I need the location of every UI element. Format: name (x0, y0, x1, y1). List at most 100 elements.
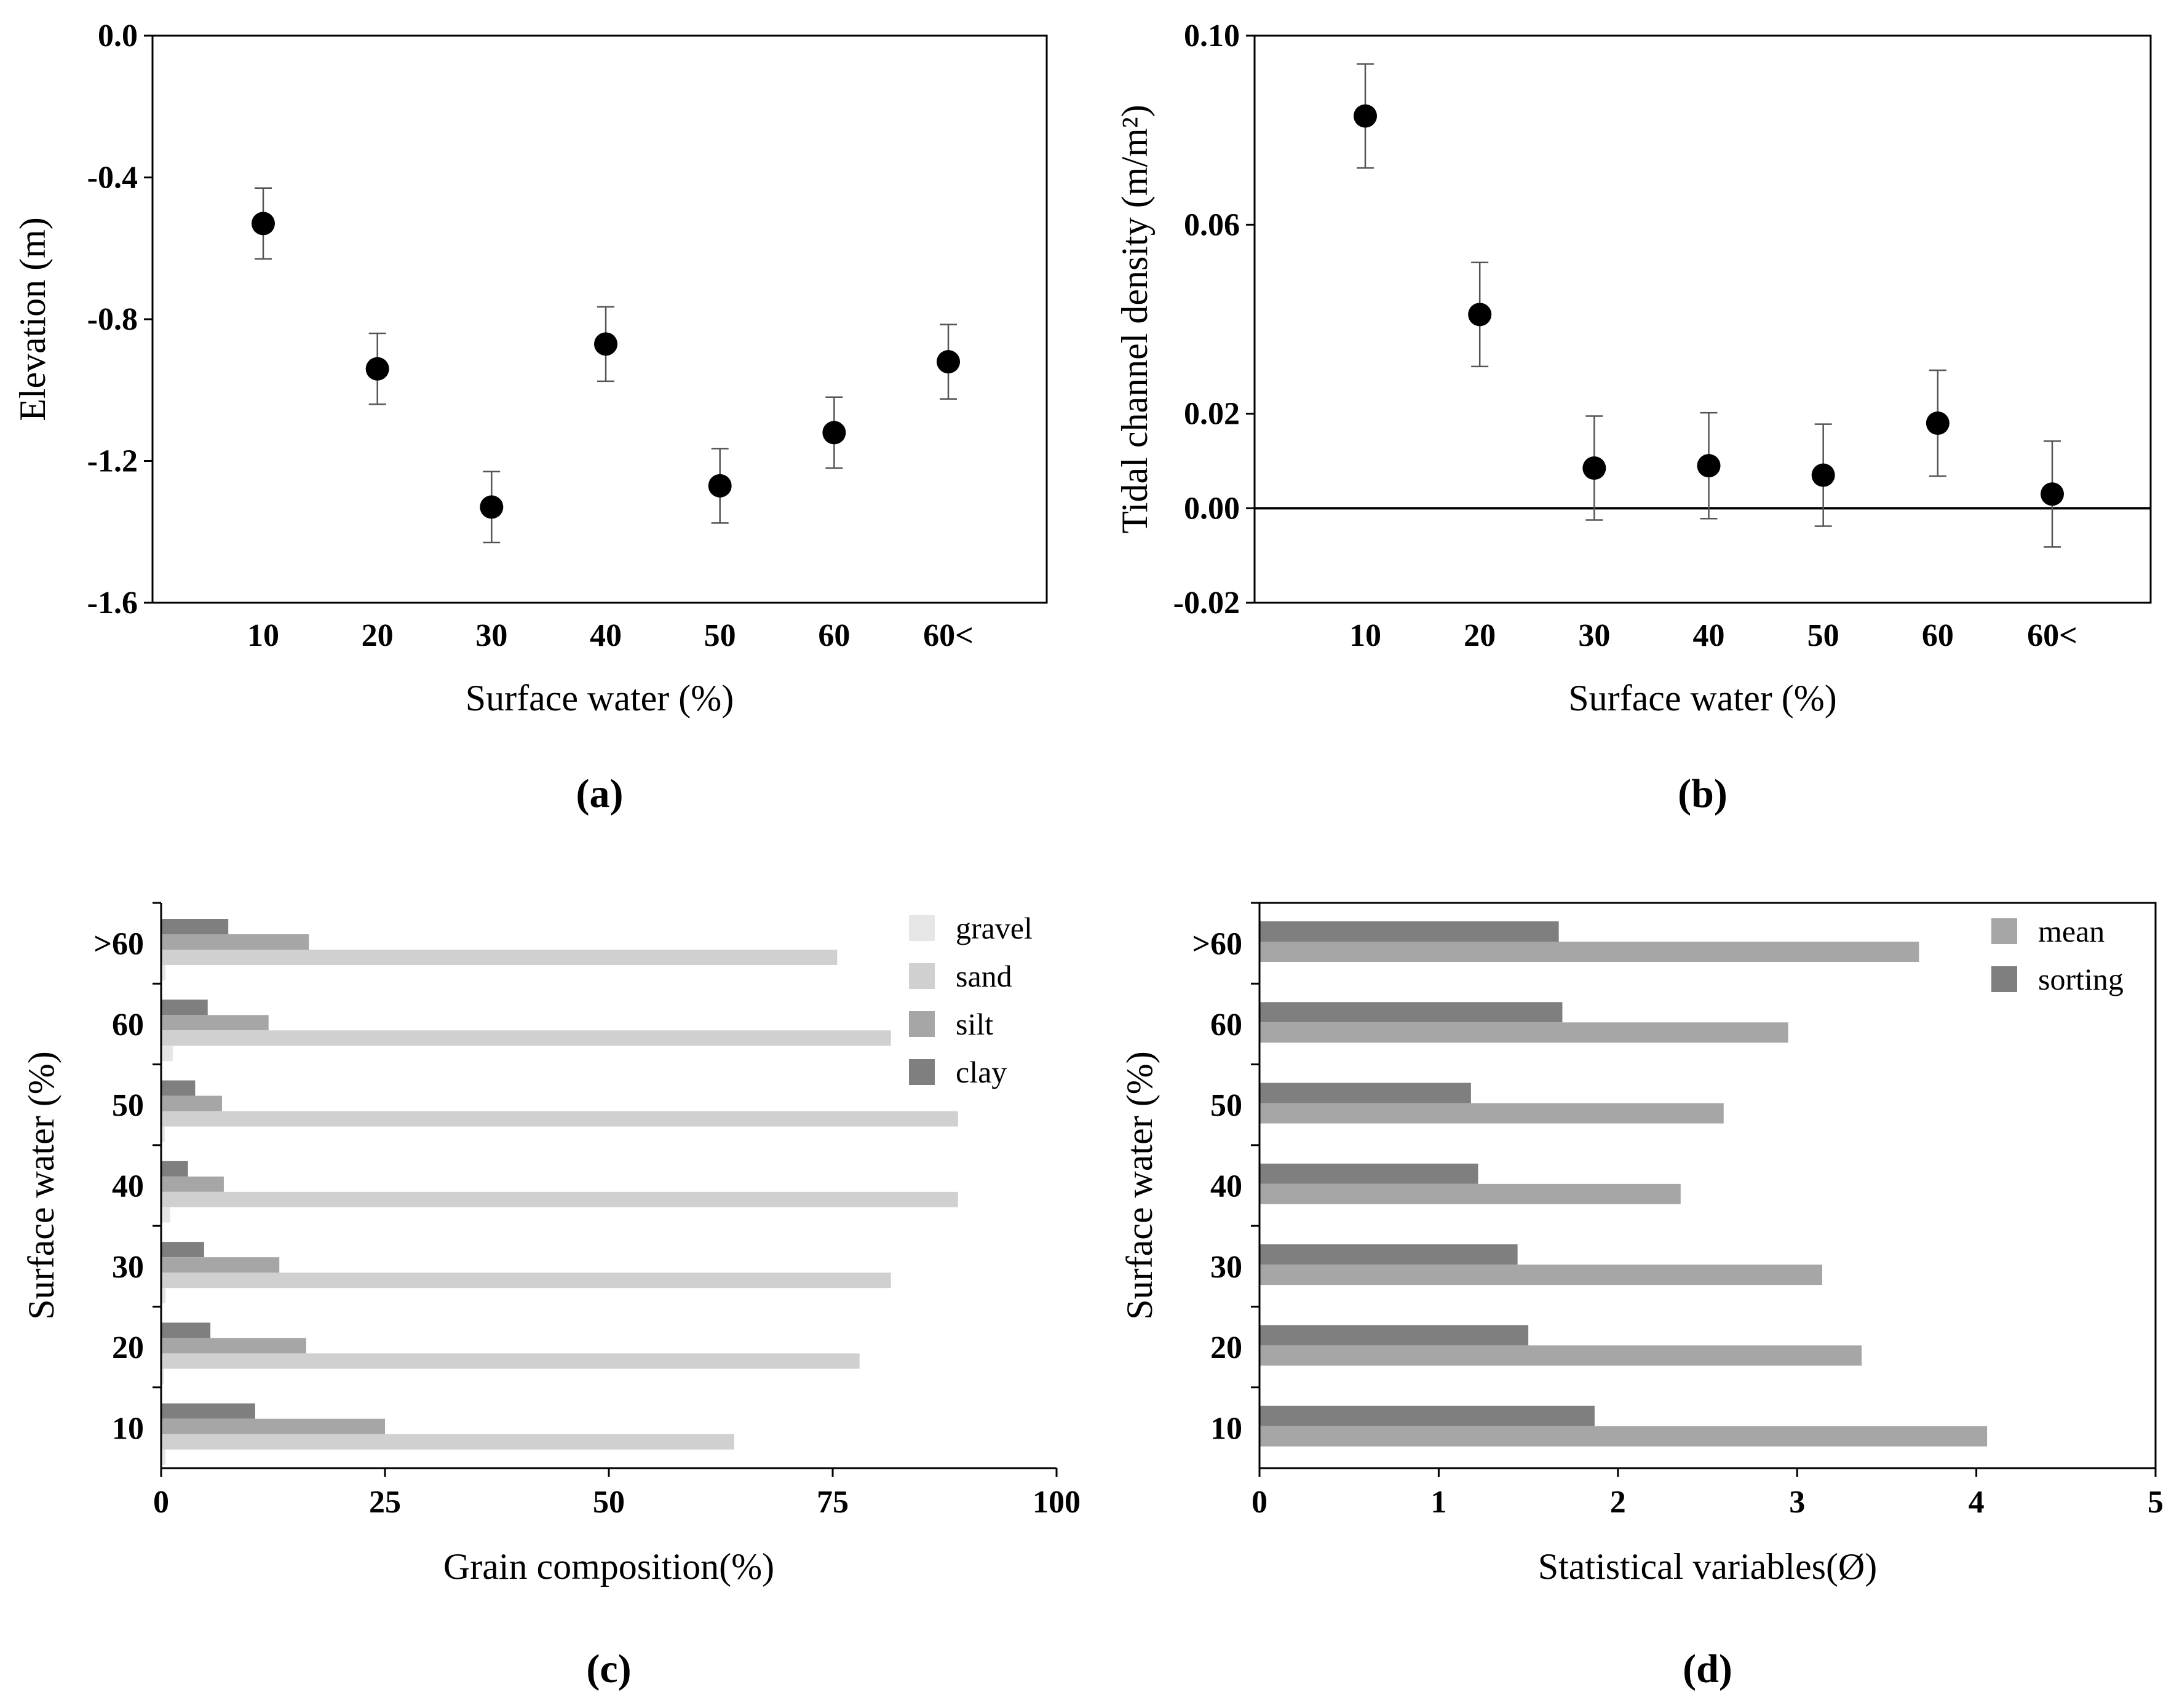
y-tick-label: -1.6 (87, 586, 138, 621)
y-tick-label: 10 (1210, 1411, 1242, 1446)
legend-swatch-mean (1991, 918, 2017, 944)
x-tick-label: 10 (247, 618, 279, 653)
y-tick-label: 20 (112, 1330, 144, 1365)
panel-b-tidal-channel-density: 0.10 0.06 0.02 0.00 -0.02 10 20 30 40 50 60 60< Surf… (1114, 18, 2152, 816)
legend-label-sand: sand (956, 959, 1012, 993)
x-axis-label: Surface water (%) (466, 678, 734, 718)
data-point (1697, 454, 1721, 478)
panel-caption: (a) (576, 771, 624, 816)
panel-c-grain-composition: 10 20 30 40 50 60 >60 0 25 50 75 100 gravel sand silt c… (21, 902, 1081, 1691)
data-point (937, 350, 960, 374)
data-point (594, 332, 617, 356)
y-tick-label: 0.0 (98, 18, 138, 54)
x-tick-label: 20 (362, 618, 394, 653)
x-tick-label: 25 (369, 1485, 401, 1520)
legend-label-gravel: gravel (956, 911, 1033, 945)
bar-gravel (161, 1207, 170, 1223)
y-tick-label: 60 (112, 1007, 144, 1043)
bar-silt (161, 934, 309, 950)
legend-swatch-clay (909, 1059, 935, 1085)
y-tick-label: 60 (1210, 1007, 1242, 1043)
data-point (1926, 411, 1950, 435)
y-tick-label: 30 (1210, 1250, 1242, 1285)
x-axis-label: Grain composition(%) (443, 1546, 774, 1587)
legend-label-sorting: sorting (2038, 962, 2124, 996)
data-point (1354, 104, 1377, 128)
bar-gravel (161, 965, 166, 980)
bar-gravel (161, 1449, 166, 1465)
data-point (480, 495, 504, 519)
bar-mean (1260, 942, 1919, 962)
y-tick-label: 0.02 (1184, 397, 1240, 432)
bar-gravel (161, 1288, 166, 1304)
x-tick-label: 60 (818, 618, 850, 653)
y-tick-label: -0.8 (87, 302, 138, 337)
y-tick-label: 0.06 (1184, 207, 1240, 242)
y-tick-label: >60 (1192, 927, 1242, 962)
bar-sand (161, 950, 838, 965)
x-tick-label: 75 (817, 1485, 849, 1520)
x-tick-label: 0 (153, 1485, 169, 1520)
bar-sorting (1260, 1163, 1478, 1184)
bar-clay (161, 1403, 255, 1419)
legend-label-clay: clay (956, 1055, 1007, 1089)
y-axis-label: Elevation (m) (12, 217, 53, 421)
y-axis-label: Surface water (%) (21, 1051, 61, 1319)
y-tick-label: 50 (1210, 1088, 1242, 1123)
x-tick-label: 100 (1033, 1485, 1081, 1520)
bar-mean (1260, 1345, 1862, 1366)
x-tick-label: 40 (1693, 618, 1725, 653)
x-tick-label: 40 (590, 618, 622, 653)
bar-clay (161, 1322, 211, 1338)
legend-swatch-silt (909, 1011, 935, 1037)
bar-silt (161, 1176, 224, 1192)
x-tick-label: 0 (1252, 1485, 1268, 1520)
panel-caption: (c) (586, 1646, 631, 1691)
y-tick-label: 40 (1210, 1169, 1242, 1204)
y-tick-label: 40 (112, 1169, 144, 1204)
bar-sorting (1260, 1244, 1518, 1265)
legend-swatch-sorting (1991, 966, 2017, 992)
data-point (252, 212, 275, 236)
x-tick-label: 50 (704, 618, 736, 653)
y-tick-label: -0.02 (1173, 586, 1240, 621)
data-point (1468, 303, 1492, 327)
bar-sand (161, 1434, 734, 1450)
panel-caption: (b) (1678, 771, 1728, 816)
bar-clay (161, 919, 229, 934)
bar-mean (1260, 1426, 1988, 1447)
bar-mean (1260, 1022, 1788, 1043)
x-tick-label: 3 (1789, 1485, 1805, 1520)
bar-silt (161, 1015, 269, 1031)
y-axis-label: Surface water (%) (1119, 1051, 1160, 1319)
bar-clay (161, 1242, 204, 1258)
bar-mean (1260, 1265, 1822, 1285)
y-tick-label: >60 (93, 927, 144, 962)
legend-swatch-sand (909, 963, 935, 989)
bar-sorting (1260, 1002, 1563, 1023)
y-tick-label: 10 (112, 1411, 144, 1446)
bar-sand (161, 1353, 860, 1369)
bar-sorting (1260, 1082, 1471, 1103)
bar-silt (161, 1095, 223, 1111)
x-tick-label: 30 (475, 618, 507, 653)
x-tick-label: 5 (2148, 1485, 2164, 1520)
y-tick-label: 20 (1210, 1330, 1242, 1365)
data-point (2041, 482, 2064, 506)
bar-silt (161, 1418, 385, 1434)
x-tick-label: 20 (1464, 618, 1496, 653)
data-point (1811, 463, 1835, 487)
plot-frame (151, 34, 1048, 604)
legend-label-mean: mean (2038, 914, 2105, 948)
plot-frame (1253, 34, 2152, 604)
y-tick-label: 0.10 (1184, 18, 1240, 54)
bar-gravel (161, 1126, 165, 1142)
panel-a-elevation: 0.0 -0.4 -0.8 -1.2 -1.6 10 20 30 40 50 60 60< Surfac… (12, 18, 1048, 816)
bar-sorting (1260, 1405, 1595, 1426)
bar-sand (161, 1191, 958, 1207)
x-tick-label: 50 (593, 1485, 625, 1520)
x-tick-label: 60 (1922, 618, 1954, 653)
y-tick-label: -1.2 (87, 444, 138, 479)
bar-sand (161, 1030, 891, 1046)
x-tick-label: 2 (1610, 1485, 1626, 1520)
